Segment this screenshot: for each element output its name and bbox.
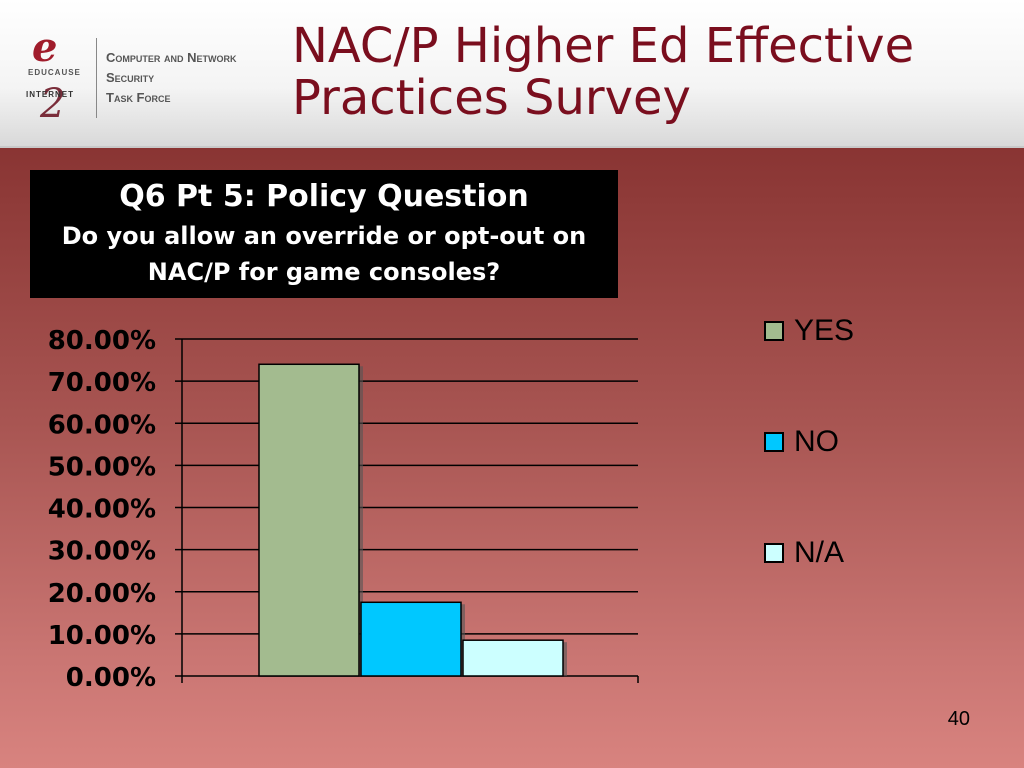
y-tick-label: 50.00% <box>48 452 156 482</box>
legend-item-no: NO <box>764 425 839 459</box>
task-force-name: Computer and Network Security Task Force <box>106 48 237 108</box>
security-task-force-logo: e EDUCAUSE 2 INTERNET Computer and Netwo… <box>10 28 280 128</box>
page-number: 40 <box>947 708 970 730</box>
legend-label: N/A <box>794 536 845 569</box>
task-force-line-3: Task Force <box>106 90 171 105</box>
chart-y-tick-labels: 0.00% 10.00% 20.00% 30.00% 40.00% 50.00% 60.00… <box>48 326 156 693</box>
y-tick-label: 60.00% <box>48 410 156 440</box>
educause-e-logo: e <box>32 24 58 71</box>
internet2-logo: 2 <box>40 81 66 127</box>
legend-item-n-a: N/A <box>764 536 844 570</box>
question-text-line-1: Do you allow an override or opt-out on <box>61 222 587 250</box>
legend-item-yes: YES <box>764 314 854 348</box>
question-box: Q6 Pt 5: Policy Question Do you allow an… <box>30 170 618 298</box>
bar-shadow <box>365 604 465 676</box>
y-tick-label: 0.00% <box>66 663 156 693</box>
task-force-line-1: Computer and Network <box>106 50 237 65</box>
legend-swatch <box>764 432 784 452</box>
slide-title-line-2: Practices Survey <box>292 70 691 126</box>
chart-bars <box>258 363 567 677</box>
legend-swatch <box>764 321 784 341</box>
question-heading: Q6 Pt 5: Policy Question <box>119 179 529 214</box>
y-tick-label: 80.00% <box>48 326 156 356</box>
question-text-line-2: NAC/P for game consoles? <box>147 258 501 286</box>
legend-label: NO <box>794 425 839 458</box>
y-tick-label: 70.00% <box>48 368 156 398</box>
y-tick-label: 40.00% <box>48 495 156 525</box>
bar-shadow <box>263 366 363 676</box>
task-force-line-2: Security <box>106 70 155 85</box>
slide-title-line-1: NAC/P Higher Ed Effective <box>292 18 915 74</box>
bar-shadow <box>467 642 567 676</box>
logo-divider <box>96 38 97 118</box>
slide-title: NAC/P Higher Ed Effective Practices Surv… <box>292 20 1012 124</box>
bar-n-a <box>462 639 564 677</box>
chart-gridlines <box>182 338 638 635</box>
y-tick-label: 10.00% <box>48 621 156 651</box>
internet2-wordmark: INTERNET <box>26 90 74 99</box>
legend-label: YES <box>794 314 855 347</box>
bar-yes <box>258 363 360 677</box>
bar-no <box>360 601 462 677</box>
educause-wordmark: EDUCAUSE <box>28 68 81 77</box>
y-tick-label: 30.00% <box>48 537 156 567</box>
y-tick-label: 20.00% <box>48 579 156 609</box>
legend-swatch <box>764 543 784 563</box>
chart-axes <box>175 338 639 683</box>
slide-header: e EDUCAUSE 2 INTERNET Computer and Netwo… <box>0 0 1024 148</box>
